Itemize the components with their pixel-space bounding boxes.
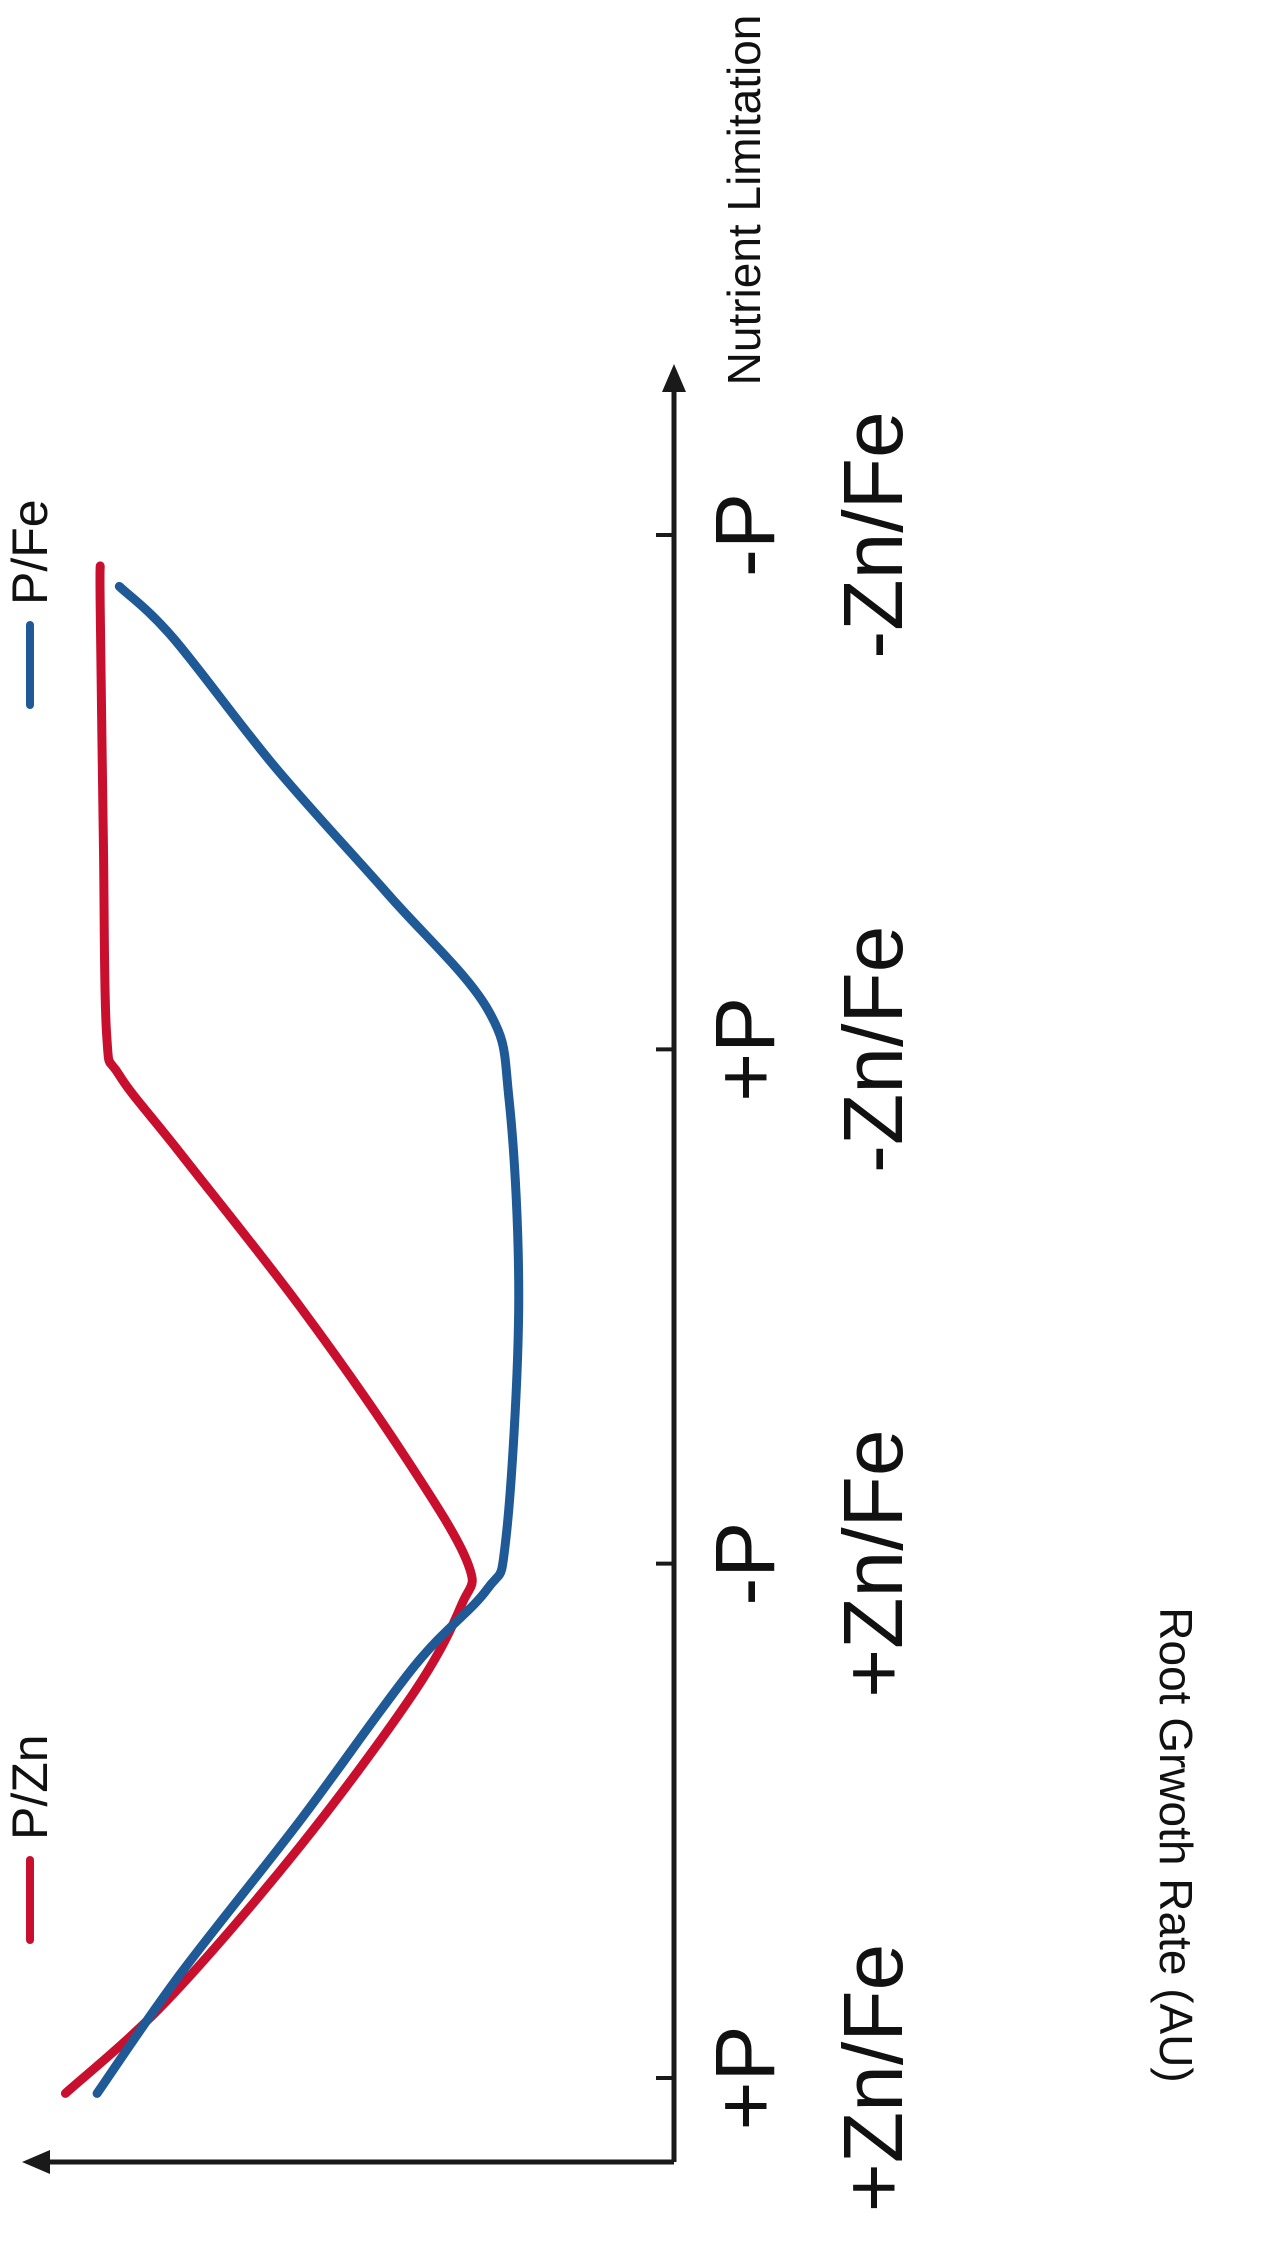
y-axis-arrowhead [22, 2150, 50, 2174]
x-axis-arrowhead [662, 364, 686, 392]
series-lines [60, 561, 524, 2098]
legend-label-group-p-zn: P/Zn [2, 1734, 58, 1840]
legend-label-group-p-fe: P/Fe [2, 499, 58, 605]
x-tick-label-p-2: +P [698, 997, 792, 1102]
x-tick-label-p-0: +P [698, 2025, 792, 2130]
legend-label-p-zn: P/Zn [2, 1734, 58, 1840]
legend: P/Zn P/Fe [2, 499, 58, 1944]
x-tick-label-p-group-0: +P [698, 2025, 792, 2130]
x-tick-label-znfe-group-1: +Zn/Fe [826, 1429, 920, 1697]
x-tick-label-p-3: -P [698, 493, 792, 577]
x-axis-title: Nutrient Limitation [718, 15, 770, 386]
y-axis-title-group: Root Grwoth Rate (AU) [1150, 1607, 1202, 2082]
x-tick-label-znfe-3: -Zn/Fe [826, 411, 920, 658]
x-tick-label-p-group-1: -P [698, 1522, 792, 1606]
x-tick-label-p-1: -P [698, 1522, 792, 1606]
series-line-p-zn [60, 561, 477, 2098]
y-axis-title: Root Grwoth Rate (AU) [1150, 1607, 1202, 2082]
x-axis-title-group: Nutrient Limitation [718, 15, 770, 386]
x-tick-label-p-group-3: -P [698, 493, 792, 577]
x-tick-label-p-group-2: +P [698, 997, 792, 1102]
x-tick-label-znfe-0: +Zn/Fe [826, 1944, 920, 2212]
x-tick-label-znfe-group-2: -Zn/Fe [826, 926, 920, 1173]
legend-label-p-fe: P/Fe [2, 499, 58, 605]
x-tick-label-znfe-group-0: +Zn/Fe [826, 1944, 920, 2212]
x-tick-label-znfe-2: -Zn/Fe [826, 926, 920, 1173]
x-tick-label-znfe-1: +Zn/Fe [826, 1429, 920, 1697]
x-ticks: +P +Zn/Fe -P +Zn/Fe +P -Zn/Fe -P -Zn/Fe [656, 411, 920, 2212]
axes [22, 364, 686, 2174]
series-line-p-fe [92, 581, 524, 2098]
x-tick-label-znfe-group-3: -Zn/Fe [826, 411, 920, 658]
